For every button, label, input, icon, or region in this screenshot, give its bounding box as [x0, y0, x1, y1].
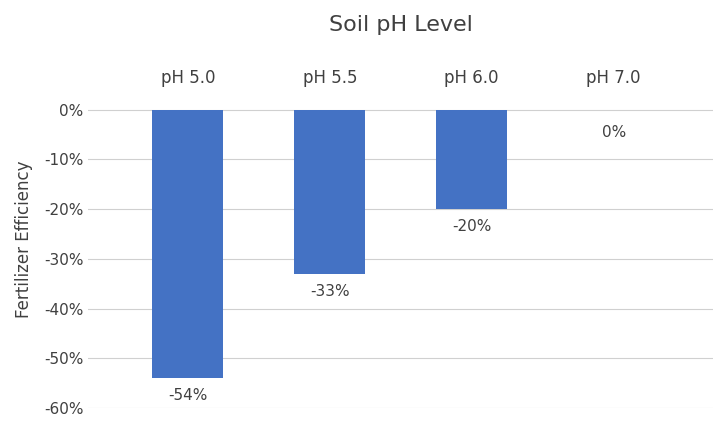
Y-axis label: Fertilizer Efficiency: Fertilizer Efficiency	[15, 160, 33, 318]
Bar	[152, 110, 223, 378]
Bar	[294, 110, 365, 274]
Text: -20%: -20%	[452, 219, 491, 234]
Text: pH 6.0: pH 6.0	[445, 69, 499, 87]
Title: Soil pH Level: Soil pH Level	[329, 15, 472, 35]
Text: -33%: -33%	[310, 284, 349, 299]
Text: pH 5.5: pH 5.5	[303, 69, 357, 87]
Text: pH 7.0: pH 7.0	[586, 69, 641, 87]
Text: pH 5.0: pH 5.0	[161, 69, 215, 87]
Text: 0%: 0%	[601, 124, 626, 140]
Bar	[436, 110, 507, 209]
Text: -54%: -54%	[168, 388, 207, 403]
